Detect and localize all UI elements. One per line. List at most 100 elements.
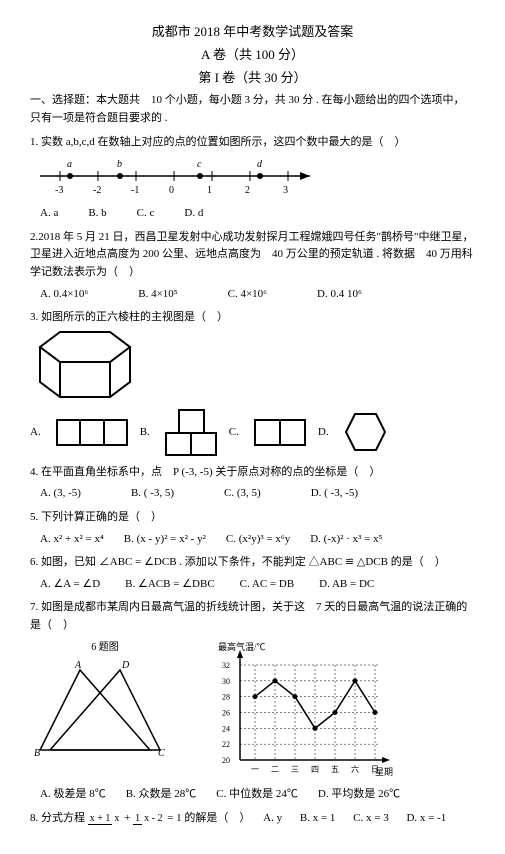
- svg-text:22: 22: [222, 741, 230, 750]
- q6: 6. 如图，已知 ∠ABC = ∠DCB . 添加以下条件，不能判定 △ABC …: [30, 554, 475, 593]
- q4-opt-d: D. ( -3, -5): [311, 485, 358, 503]
- q3-stem: 3. 如图所示的正六棱柱的主视图是（ ）: [30, 309, 475, 327]
- svg-text:d: d: [257, 159, 263, 170]
- q4-opt-a: A. (3, -5): [40, 485, 81, 503]
- q2-options: A. 0.4×10⁶ B. 4×10⁵ C. 4×10⁶ D. 0.4 10⁶: [40, 286, 475, 304]
- q5-opt-a: A. x² + x² = x⁴: [40, 531, 104, 549]
- svg-text:六: 六: [351, 764, 359, 774]
- q1-opt-d: D. d: [184, 205, 203, 223]
- svg-text:五: 五: [331, 765, 339, 774]
- svg-text:-3: -3: [55, 185, 63, 196]
- svg-text:26: 26: [222, 709, 230, 718]
- svg-text:四: 四: [311, 765, 319, 774]
- q4-opt-c: C. (3, 5): [224, 485, 261, 503]
- svg-text:28: 28: [222, 693, 230, 702]
- q1-opt-b: B. b: [88, 205, 106, 223]
- title-line-1: 成都市 2018 年中考数学试题及答案: [30, 22, 475, 43]
- q7-opt-d: D. 平均数是 26℃: [318, 786, 400, 804]
- q8-stem-suffix: 的解是（ ）: [184, 812, 250, 824]
- svg-text:20: 20: [222, 756, 230, 765]
- svg-text:32: 32: [222, 661, 230, 670]
- svg-text:3: 3: [283, 185, 288, 196]
- q5-opt-c: C. (x²y)³ = x⁶y: [226, 531, 290, 549]
- svg-text:-1: -1: [131, 185, 139, 196]
- q7-opt-b: B. 众数是 28℃: [126, 786, 197, 804]
- svg-text:A: A: [74, 660, 82, 671]
- q3-opt-a-fig: [55, 418, 130, 448]
- q1-opt-c: C. c: [137, 205, 155, 223]
- q3: 3. 如图所示的正六棱柱的主视图是（ ） A. B. C. D.: [30, 309, 475, 458]
- q7: 7. 如图是成都市某周内日最高气温的折线统计图，关于这 7 天的日最高气温的说法…: [30, 599, 475, 804]
- svg-text:二: 二: [271, 765, 279, 774]
- fig6-triangle: A D B C: [30, 660, 180, 760]
- q6-opt-a: A. ∠A = ∠D: [40, 576, 100, 594]
- q5: 5. 下列计算正确的是（ ） A. x² + x² = x⁴ B. (x - y…: [30, 509, 475, 548]
- q4-stem: 4. 在平面直角坐标系中，点 P (-3, -5) 关于原点对称的点的坐标是（ …: [30, 464, 475, 482]
- svg-text:一: 一: [251, 765, 259, 774]
- q2-opt-d: D. 0.4 10⁶: [317, 286, 362, 304]
- svg-text:c: c: [197, 159, 202, 170]
- svg-text:星期: 星期: [375, 767, 393, 777]
- svg-text:1: 1: [207, 185, 212, 196]
- q6-stem: 6. 如图，已知 ∠ABC = ∠DCB . 添加以下条件，不能判定 △ABC …: [30, 554, 475, 572]
- svg-text:24: 24: [222, 725, 230, 734]
- q2: 2.2018 年 5 月 21 日，西昌卫星发射中心成功发射探月工程嫦娥四号任务…: [30, 229, 475, 303]
- title-line-3: 第 I 卷（共 30 分）: [30, 68, 475, 89]
- q1-stem: 1. 实数 a,b,c,d 在数轴上对应的点的位置如图所示，这四个数中最大的是（…: [30, 134, 475, 152]
- q2-opt-c: C. 4×10⁶: [228, 286, 267, 304]
- svg-text:最高气温/℃: 最高气温/℃: [218, 641, 266, 652]
- q8-stem-prefix: 8. 分式方程: [30, 812, 85, 824]
- q7-fig6-label: 6 题图: [30, 640, 180, 656]
- q1-options: A. a B. b C. c D. d: [40, 205, 475, 223]
- q3-opt-d-label: D.: [318, 424, 329, 442]
- q8-frac1: x + 1x: [88, 814, 122, 824]
- q1: 1. 实数 a,b,c,d 在数轴上对应的点的位置如图所示，这四个数中最大的是（…: [30, 134, 475, 223]
- q6-options: A. ∠A = ∠D B. ∠ACB = ∠DBC C. AC = DB D. …: [40, 576, 475, 594]
- svg-text:D: D: [121, 660, 130, 671]
- q1-opt-a: A. a: [40, 205, 58, 223]
- q2-opt-a: A. 0.4×10⁶: [40, 286, 88, 304]
- q2-stem: 2.2018 年 5 月 21 日，西昌卫星发射中心成功发射探月工程嫦娥四号任务…: [30, 229, 475, 282]
- svg-text:C: C: [158, 748, 165, 759]
- q3-opt-a-label: A.: [30, 424, 41, 442]
- q4-opt-b: B. ( -3, 5): [131, 485, 174, 503]
- q6-opt-b: B. ∠ACB = ∠DBC: [125, 576, 215, 594]
- q4-options: A. (3, -5) B. ( -3, 5) C. (3, 5) D. ( -3…: [40, 485, 475, 503]
- q8-opt-d: D. x = -1: [406, 812, 446, 824]
- section-intro: 一、选择题：本大题共 10 个小题，每小题 3 分，共 30 分 . 在每小题给…: [30, 92, 475, 127]
- svg-text:三: 三: [291, 765, 299, 774]
- q3-opt-d-fig: [343, 410, 388, 455]
- svg-text:a: a: [67, 159, 72, 170]
- q4: 4. 在平面直角坐标系中，点 P (-3, -5) 关于原点对称的点的坐标是（ …: [30, 464, 475, 503]
- q7-stem: 7. 如图是成都市某周内日最高气温的折线统计图，关于这 7 天的日最高气温的说法…: [30, 599, 475, 634]
- q3-prism: [30, 327, 160, 402]
- svg-text:30: 30: [222, 677, 230, 686]
- q8-opt-b: B. x = 1: [300, 812, 336, 824]
- svg-text:2: 2: [245, 185, 250, 196]
- q1-numberline: -3 -2 -1 0 1 2 3 a b c d: [30, 151, 330, 201]
- q6-opt-d: D. AB = DC: [319, 576, 374, 594]
- q7-fig6: 6 题图 A D B C: [30, 640, 180, 760]
- q7-chart: 最高气温/℃ 一二三四五六日 20222426283032 星期: [210, 640, 400, 780]
- svg-text:0: 0: [169, 185, 174, 196]
- title-line-2: A 卷（共 100 分）: [30, 45, 475, 66]
- q3-opt-b-fig: [164, 408, 219, 458]
- q7-opt-c: C. 中位数是 24℃: [216, 786, 298, 804]
- svg-text:b: b: [117, 159, 122, 170]
- q6-opt-c: C. AC = DB: [240, 576, 295, 594]
- q3-opt-c-label: C.: [229, 424, 239, 442]
- svg-text:-2: -2: [93, 185, 101, 196]
- q8-opt-c: C. x = 3: [353, 812, 389, 824]
- svg-text:B: B: [34, 748, 40, 759]
- q5-opt-b: B. (x - y)² = x² - y²: [124, 531, 206, 549]
- q3-options: A. B. C. D.: [30, 408, 475, 458]
- q8-opt-a: A. y: [263, 812, 282, 824]
- q8-frac2: 1x - 2: [133, 814, 164, 824]
- q7-options: A. 极差是 8℃ B. 众数是 28℃ C. 中位数是 24℃ D. 平均数是…: [40, 786, 475, 804]
- q5-opt-d: D. (-x)² · x³ = x⁵: [310, 531, 382, 549]
- q3-opt-c-fig: [253, 418, 308, 448]
- q5-stem: 5. 下列计算正确的是（ ）: [30, 509, 475, 527]
- q8: 8. 分式方程 x + 1x + 1x - 2 = 1 的解是（ ） A. y …: [30, 810, 475, 828]
- q3-opt-b-label: B.: [140, 424, 150, 442]
- q5-options: A. x² + x² = x⁴ B. (x - y)² = x² - y² C.…: [40, 531, 475, 549]
